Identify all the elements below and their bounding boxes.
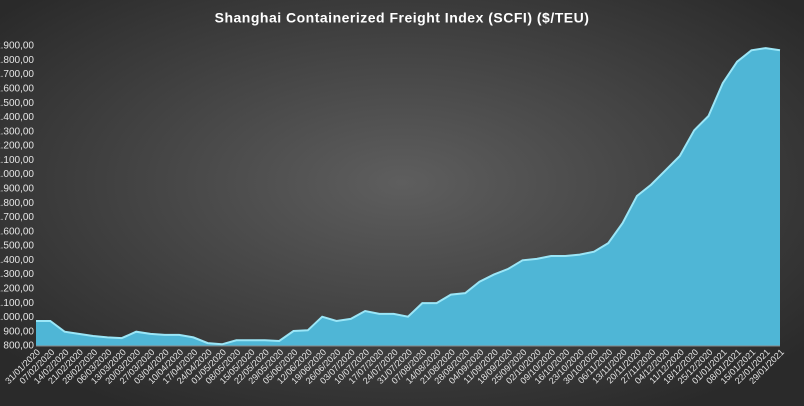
y-tick-label: 2.000,00 [0,169,34,180]
y-tick-label: 2.800,00 [0,55,34,66]
y-tick-label: 1.700,00 [0,212,34,223]
y-tick-label: 2.300,00 [0,126,34,137]
chart-title: Shanghai Containerized Freight Index (SC… [215,10,590,26]
y-tick-label: 2.900,00 [0,41,34,52]
y-tick-label: 1.200,00 [0,283,34,294]
y-tick-label: 2.500,00 [0,98,34,109]
y-tick-label: 1.900,00 [0,183,34,194]
y-tick-label: 800,00 [3,341,34,352]
y-tick-label: 1.800,00 [0,198,34,209]
y-tick-label: 2.400,00 [0,112,34,123]
y-tick-label: 1.300,00 [0,269,34,280]
y-tick-label: 2.100,00 [0,155,34,166]
y-tick-label: 1.000,00 [0,312,34,323]
y-tick-label: 1.500,00 [0,241,34,252]
y-tick-label: 2.600,00 [0,83,34,94]
y-tick-label: 1.600,00 [0,226,34,237]
y-tick-label: 2.700,00 [0,69,34,80]
area [36,48,780,346]
y-tick-label: 1.100,00 [0,298,34,309]
y-tick-label: 1.400,00 [0,255,34,266]
area-edge [36,47,781,346]
y-tick-label: 2.200,00 [0,141,34,152]
y-tick-label: 900,00 [3,326,34,337]
